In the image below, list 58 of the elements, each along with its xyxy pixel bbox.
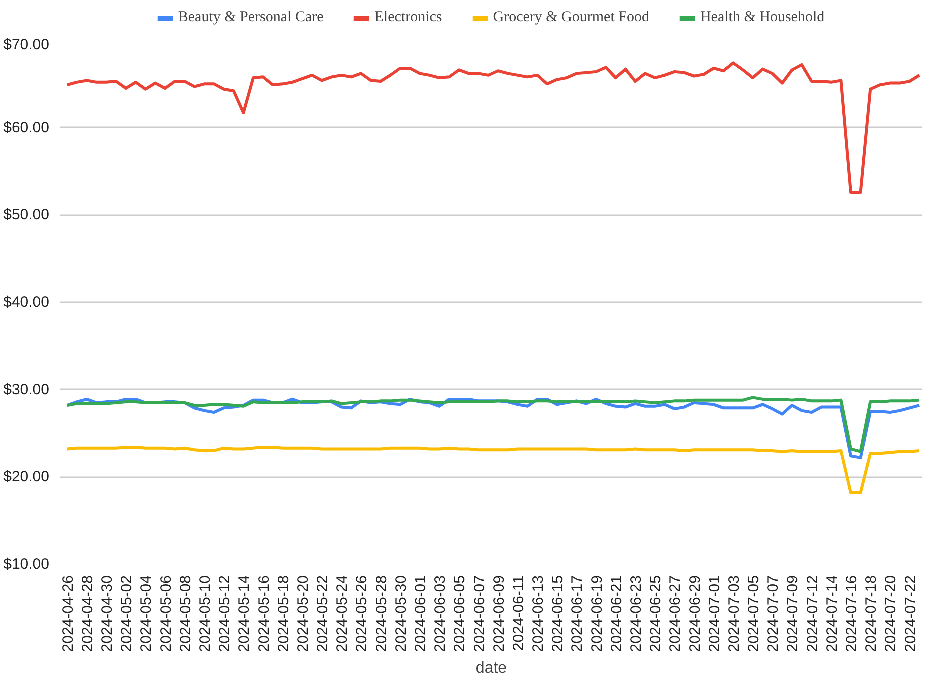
x-tick-label: 2024-05-16 xyxy=(256,575,273,652)
x-tick-label: 2024-06-25 xyxy=(648,575,665,652)
x-tick-label: 2024-05-24 xyxy=(334,575,352,652)
x-tick-label: 2024-06-13 xyxy=(530,575,548,652)
x-tick-label: 2024-05-22 xyxy=(314,575,332,652)
x-tick-label: 2024-07-03 xyxy=(726,575,743,652)
y-tick-label: $50.00 xyxy=(4,206,50,224)
y-tick-label: $10.00 xyxy=(4,556,50,573)
x-tick-label: 2024-06-11 xyxy=(510,575,528,652)
x-tick-label: 2024-06-19 xyxy=(588,575,606,652)
x-tick-label: 2024-05-08 xyxy=(177,575,194,652)
x-tick-label: 2024-05-20 xyxy=(294,575,312,652)
y-tick-label: $20.00 xyxy=(4,468,50,486)
x-tick-label: 2024-07-18 xyxy=(863,575,880,652)
x-tick-label: 2024-05-14 xyxy=(236,575,254,652)
x-tick-label: 2024-07-05 xyxy=(746,575,763,652)
x-tick-label: 2024-06-29 xyxy=(686,575,704,652)
x-tick-label: 2024-06-09 xyxy=(490,575,508,652)
y-tick-label: $40.00 xyxy=(4,294,50,311)
x-tick-label: 2024-05-04 xyxy=(138,575,156,652)
x-tick-label: 2024-07-12 xyxy=(804,575,822,652)
legend-label: Health & Household xyxy=(700,10,825,26)
x-tick-label: 2024-06-03 xyxy=(432,575,450,652)
x-tick-label: 2024-07-14 xyxy=(824,575,841,652)
x-tick-label: 2024-07-20 xyxy=(882,575,900,652)
x-axis-title: date xyxy=(476,660,508,678)
x-tick-label: 2024-07-22 xyxy=(902,575,920,652)
x-tick-label: 2024-06-05 xyxy=(452,575,469,652)
x-tick-label: 2024-05-30 xyxy=(392,575,410,652)
x-tick-label: 2024-05-06 xyxy=(158,575,175,652)
x-tick-label: 2024-07-09 xyxy=(784,575,802,652)
legend-label: Electronics xyxy=(374,10,442,26)
x-tick-label: 2024-07-16 xyxy=(843,575,860,652)
x-tick-label: 2024-07-01 xyxy=(706,575,724,652)
x-tick-label: 2024-04-26 xyxy=(60,575,77,652)
legend-label: Grocery & Gourmet Food xyxy=(493,10,650,26)
x-tick-label: 2024-06-23 xyxy=(628,575,645,652)
x-tick-label: 2024-05-02 xyxy=(118,575,136,652)
x-tick-label: 2024-04-30 xyxy=(99,575,116,652)
x-tick-label: 2024-05-10 xyxy=(196,575,214,652)
x-tick-label: 2024-07-07 xyxy=(765,575,782,652)
x-tick-label: 2024-05-28 xyxy=(373,575,390,652)
x-tick-label: 2024-04-28 xyxy=(79,575,96,652)
y-tick-label: $30.00 xyxy=(4,381,50,398)
x-tick-label: 2024-06-01 xyxy=(412,575,430,652)
line-series xyxy=(66,446,922,494)
x-tick-label: 2024-05-18 xyxy=(275,575,292,652)
x-tick-label: 2024-06-27 xyxy=(667,575,684,652)
y-tick-label: $70.00 xyxy=(4,36,50,54)
x-tick-label: 2024-05-12 xyxy=(216,575,234,652)
x-tick-label: 2024-06-07 xyxy=(471,575,488,652)
x-tick-label: 2024-06-17 xyxy=(569,575,586,652)
x-tick-label: 2024-06-15 xyxy=(550,575,567,652)
line-series xyxy=(66,62,922,194)
x-tick-label: 2024-05-26 xyxy=(354,575,371,652)
legend-label: Beauty & Personal Care xyxy=(178,10,324,26)
y-tick-label: $60.00 xyxy=(4,119,50,136)
x-tick-label: 2024-06-21 xyxy=(608,575,626,652)
